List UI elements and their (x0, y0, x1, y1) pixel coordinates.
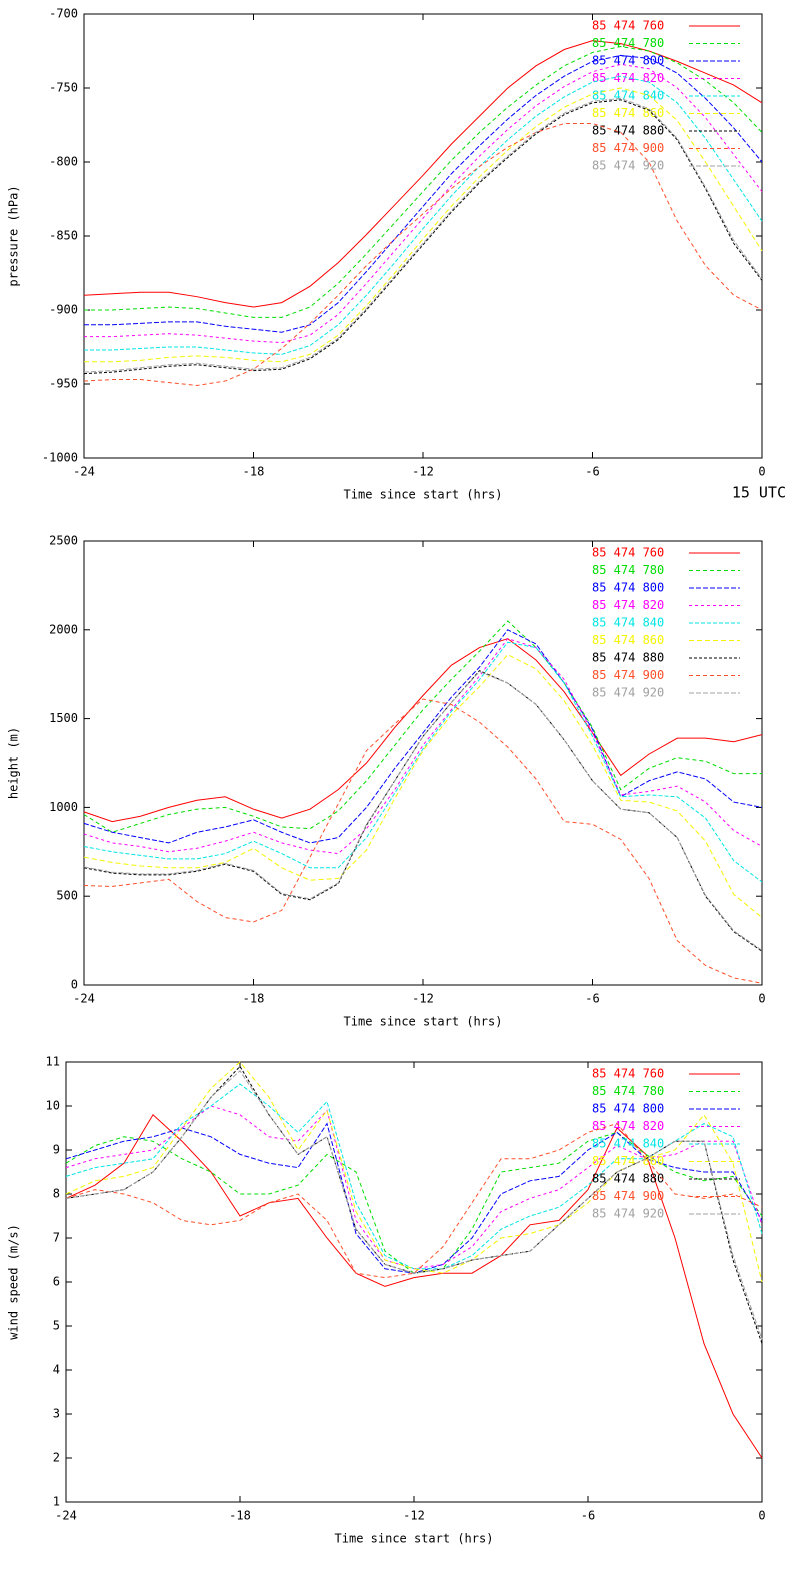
series-line (83, 620, 762, 833)
y-tick-label: 11 (46, 1055, 60, 1069)
x-tick-label: 0 (758, 465, 765, 479)
y-tick-label: 5 (53, 1319, 60, 1333)
x-tick-label: -24 (73, 465, 95, 479)
y-tick-label: -850 (49, 229, 78, 243)
y-tick-label: 500 (56, 889, 78, 903)
series-line (83, 641, 763, 883)
series-line (83, 99, 763, 375)
y-tick-label: 1000 (49, 800, 78, 814)
y-tick-label: 8 (53, 1187, 60, 1201)
legend-label: 85 474 920 (592, 1207, 664, 1221)
legend-label: 85 474 920 (592, 159, 664, 173)
legend-label: 85 474 840 (592, 1137, 664, 1151)
y-tick-label: 0 (71, 978, 78, 992)
x-tick-label: 0 (758, 1509, 765, 1523)
legend-label: 85 474 900 (592, 141, 664, 155)
series-line (84, 54, 763, 333)
y-tick-label: 10 (46, 1099, 60, 1113)
legend-label: 85 474 820 (592, 71, 664, 85)
series-line (83, 638, 763, 855)
y-tick-label: 7 (53, 1231, 60, 1245)
legend-label: 85 474 780 (592, 563, 664, 577)
y-tick-label: -700 (49, 7, 78, 21)
y-axis-label: height (m) (7, 727, 21, 799)
series-line (83, 638, 763, 823)
series-line (84, 63, 763, 344)
y-axis-label: wind speed (m/s) (7, 1224, 21, 1340)
legend-label: 85 474 800 (592, 54, 664, 68)
x-tick-label: -18 (243, 992, 265, 1006)
legend-label: 85 474 780 (592, 1084, 664, 1098)
x-tick-label: -12 (403, 1509, 425, 1523)
y-tick-label: -1000 (42, 451, 78, 465)
y-tick-label: -750 (49, 81, 78, 95)
series-line (83, 654, 763, 918)
x-tick-label: 0 (758, 992, 765, 1006)
x-tick-label: -12 (412, 465, 434, 479)
legend-label: 85 474 920 (592, 686, 664, 700)
y-tick-label: 2000 (49, 622, 78, 636)
y-tick-label: 3 (53, 1407, 60, 1421)
legend-label: 85 474 820 (592, 598, 664, 612)
legend-label: 85 474 880 (592, 124, 664, 138)
series-line (84, 75, 763, 355)
series-line (83, 670, 763, 952)
series-line (65, 1070, 763, 1340)
series-line (83, 670, 763, 951)
y-tick-label: 2500 (49, 534, 78, 548)
legend-label: 85 474 880 (592, 651, 664, 665)
x-axis-label: Time since start (hrs) (335, 1532, 494, 1546)
series-line (83, 97, 763, 373)
series-line (84, 46, 763, 318)
y-tick-label: 1500 (49, 711, 78, 725)
y-tick-label: 6 (53, 1275, 60, 1289)
annotation: 15 UTC (732, 484, 786, 502)
y-tick-label: 2 (53, 1451, 60, 1465)
y-axis-label: pressure (hPa) (7, 185, 21, 286)
x-axis-label: Time since start (hrs) (344, 1015, 503, 1029)
series-line (83, 629, 763, 844)
x-tick-label: -18 (243, 465, 265, 479)
y-tick-label: 9 (53, 1143, 60, 1157)
legend-label: 85 474 800 (592, 1102, 664, 1116)
legend-label: 85 474 860 (592, 106, 664, 120)
x-tick-label: -24 (55, 1509, 77, 1523)
legend-label: 85 474 860 (592, 1154, 664, 1168)
x-tick-label: -6 (581, 1509, 595, 1523)
legend-label: 85 474 760 (592, 546, 664, 560)
series-line (84, 87, 763, 363)
series-line (83, 698, 763, 984)
legend-label: 85 474 800 (592, 581, 664, 595)
legend-label: 85 474 780 (592, 36, 664, 50)
x-tick-label: -18 (229, 1509, 251, 1523)
legend-label: 85 474 820 (592, 1119, 664, 1133)
x-tick-label: -6 (585, 992, 599, 1006)
legend-label: 85 474 880 (592, 1172, 664, 1186)
y-tick-label: -950 (49, 377, 78, 391)
legend-label: 85 474 900 (592, 1189, 664, 1203)
series-line (83, 123, 763, 386)
x-tick-label: -24 (73, 992, 95, 1006)
series-line (65, 1131, 763, 1274)
y-tick-label: -800 (49, 155, 78, 169)
y-tick-label: 1 (53, 1495, 60, 1509)
legend-label: 85 474 860 (592, 633, 664, 647)
x-tick-label: -12 (412, 992, 434, 1006)
y-tick-label: 4 (53, 1363, 60, 1377)
x-tick-label: -6 (585, 465, 599, 479)
legend-label: 85 474 900 (592, 668, 664, 682)
legend-label: 85 474 840 (592, 616, 664, 630)
legend-label: 85 474 760 (592, 1067, 664, 1081)
x-axis-label: Time since start (hrs) (344, 488, 503, 502)
y-tick-label: -900 (49, 303, 78, 317)
legend-label: 85 474 760 (592, 19, 664, 33)
